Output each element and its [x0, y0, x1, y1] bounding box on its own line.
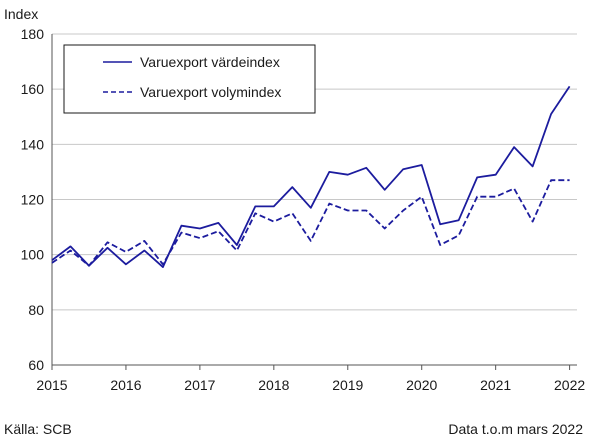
legend: Varuexport värdeindex Varuexport volymin… [63, 44, 316, 114]
y-tick-label-160: 160 [21, 81, 45, 97]
y-tick-label-100: 100 [21, 247, 45, 263]
legend-box [63, 44, 316, 114]
x-tick-label-2022: 2022 [554, 377, 585, 393]
x-tick-label-2017: 2017 [184, 377, 215, 393]
data-note: Data t.o.m mars 2022 [448, 421, 583, 437]
source-note: Källa: SCB [4, 421, 72, 437]
legend-label-volymindex: Varuexport volymindex [140, 84, 281, 100]
y-tick-label-140: 140 [21, 136, 45, 152]
x-tick-label-2016: 2016 [110, 377, 141, 393]
y-tick-label-180: 180 [21, 26, 45, 42]
x-tick-label-2020: 2020 [406, 377, 437, 393]
y-tick-label-80: 80 [28, 302, 44, 318]
y-axis-title: Index [4, 6, 38, 22]
y-tick-label-120: 120 [21, 192, 45, 208]
x-tick-label-2018: 2018 [258, 377, 289, 393]
series-line-vardeindex [51, 85, 571, 269]
x-tick-label-2019: 2019 [332, 377, 363, 393]
x-tick-label-2021: 2021 [480, 377, 511, 393]
legend-label-vardeindex: Varuexport värdeindex [140, 54, 280, 70]
y-tick-label-60: 60 [28, 357, 44, 373]
x-tick-label-2015: 2015 [36, 377, 67, 393]
axes: 60 80 100 120 140 160 180 2015 2016 2017 2018 2019 2… [21, 26, 586, 393]
series-lines [51, 85, 571, 269]
series-line-volymindex [51, 179, 570, 267]
